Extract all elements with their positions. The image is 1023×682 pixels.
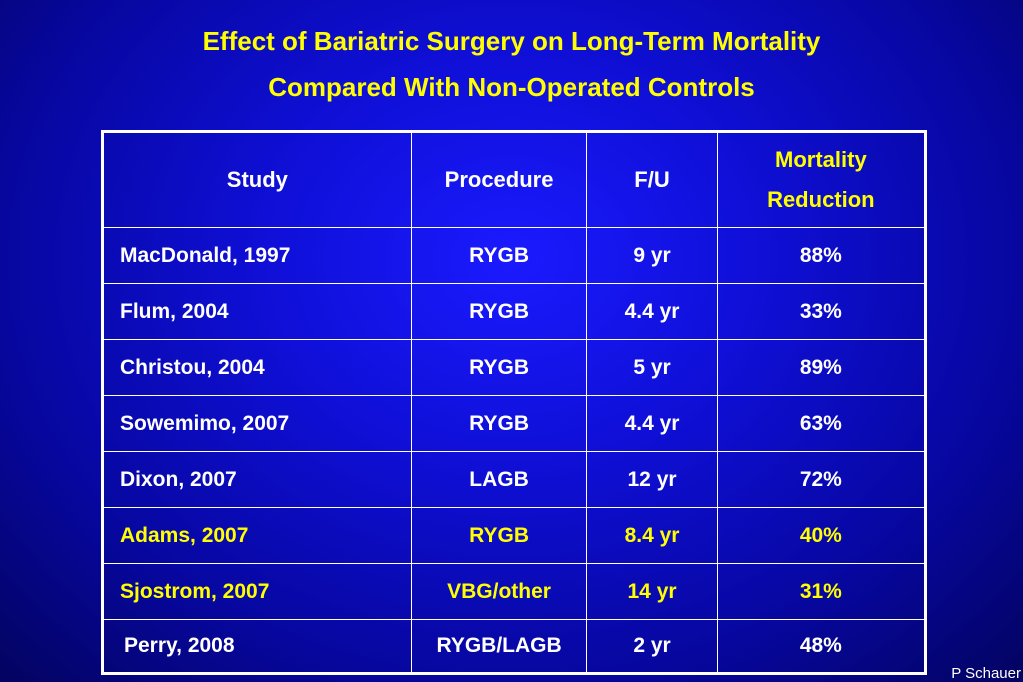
- cell-followup: 12 yr: [586, 451, 718, 508]
- slide-title-line-1: Effect of Bariatric Surgery on Long-Term…: [202, 26, 821, 56]
- cell-procedure: RYGB: [410, 227, 588, 284]
- author-credit: P Schauer: [951, 665, 1021, 682]
- table-row: Christou, 2004 RYGB 5 yr 89%: [102, 339, 927, 396]
- cell-mortality-reduction: 48%: [716, 619, 927, 674]
- cell-followup: 9 yr: [586, 227, 718, 284]
- cell-procedure: RYGB: [410, 283, 588, 340]
- header-mortality-line-1: Mortality: [775, 147, 867, 172]
- cell-procedure: RYGB: [410, 395, 588, 452]
- mortality-study-table: Study Procedure F/U Mortality Reduction …: [101, 130, 927, 675]
- table-row: MacDonald, 1997 RYGB 9 yr 88%: [102, 227, 927, 284]
- cell-procedure: LAGB: [410, 451, 588, 508]
- table-row-highlighted: Adams, 2007 RYGB 8.4 yr 40%: [102, 507, 927, 564]
- cell-study: Sjostrom, 2007: [102, 563, 412, 620]
- header-procedure: Procedure: [410, 131, 588, 228]
- cell-procedure: RYGB: [410, 339, 588, 396]
- table-row: Sowemimo, 2007 RYGB 4.4 yr 63%: [102, 395, 927, 452]
- slide-title-line-2: Compared With Non-Operated Controls: [268, 72, 755, 102]
- cell-mortality-reduction: 88%: [716, 227, 927, 284]
- cell-study: Perry, 2008: [102, 619, 412, 674]
- table-row: Dixon, 2007 LAGB 12 yr 72%: [102, 451, 927, 508]
- cell-procedure: VBG/other: [410, 563, 588, 620]
- table-row: Flum, 2004 RYGB 4.4 yr 33%: [102, 283, 927, 340]
- cell-mortality-reduction: 72%: [716, 451, 927, 508]
- cell-mortality-reduction: 63%: [716, 395, 927, 452]
- header-mortality-reduction: Mortality Reduction: [716, 131, 927, 228]
- table-row: Perry, 2008 RYGB/LAGB 2 yr 48%: [102, 619, 927, 674]
- cell-procedure: RYGB/LAGB: [410, 619, 588, 674]
- cell-followup: 4.4 yr: [586, 283, 718, 340]
- cell-followup: 14 yr: [586, 563, 718, 620]
- cell-mortality-reduction: 33%: [716, 283, 927, 340]
- cell-study: MacDonald, 1997: [102, 227, 412, 284]
- cell-study: Flum, 2004: [102, 283, 412, 340]
- header-mortality-line-2: Reduction: [767, 187, 875, 212]
- cell-mortality-reduction: 40%: [716, 507, 927, 564]
- cell-mortality-reduction: 89%: [716, 339, 927, 396]
- slide-title: Effect of Bariatric Surgery on Long-Term…: [0, 18, 1023, 110]
- cell-mortality-reduction: 31%: [716, 563, 927, 620]
- header-study: Study: [102, 131, 412, 228]
- cell-procedure: RYGB: [410, 507, 588, 564]
- cell-study: Sowemimo, 2007: [102, 395, 412, 452]
- cell-study: Adams, 2007: [102, 507, 412, 564]
- table-row-highlighted: Sjostrom, 2007 VBG/other 14 yr 31%: [102, 563, 927, 620]
- cell-followup: 5 yr: [586, 339, 718, 396]
- cell-study: Dixon, 2007: [102, 451, 412, 508]
- cell-study: Christou, 2004: [102, 339, 412, 396]
- header-followup: F/U: [586, 131, 718, 228]
- cell-followup: 4.4 yr: [586, 395, 718, 452]
- table-header-row: Study Procedure F/U Mortality Reduction: [102, 131, 927, 228]
- cell-followup: 2 yr: [586, 619, 718, 674]
- cell-followup: 8.4 yr: [586, 507, 718, 564]
